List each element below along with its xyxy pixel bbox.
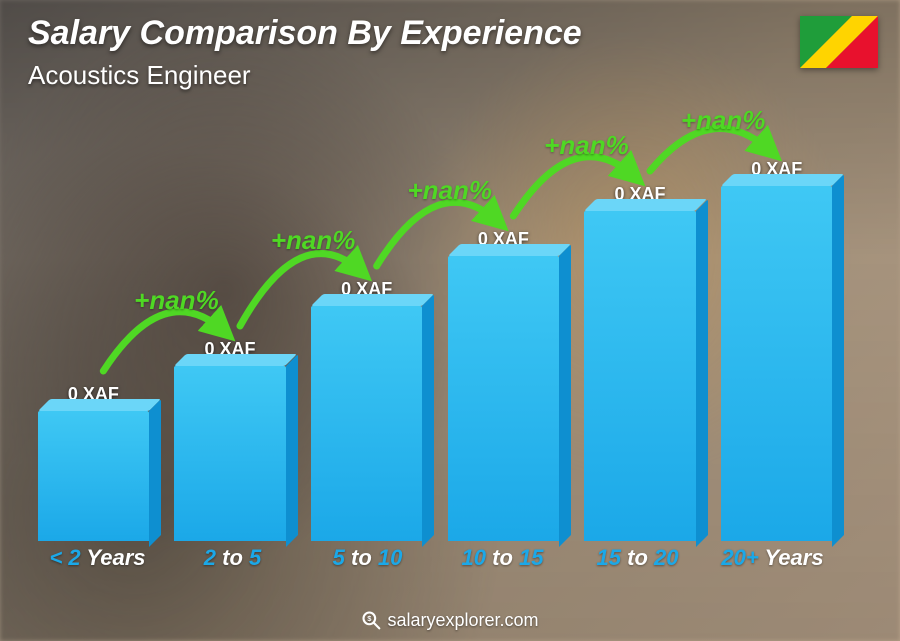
bar-slot: 0 XAF — [577, 110, 704, 541]
bar-top-face — [174, 354, 297, 366]
magnifier-icon: $ — [361, 610, 381, 630]
delta-label: +nan% — [544, 130, 629, 161]
bar — [584, 211, 695, 541]
category-label: 2 to 5 — [165, 545, 300, 571]
bar — [38, 411, 149, 541]
category-accent-text: 15 — [597, 545, 621, 570]
category-plain-text: to — [345, 545, 378, 570]
bar-top-face — [584, 199, 707, 211]
footer-attribution: $ salaryexplorer.com — [0, 610, 900, 631]
delta-label: +nan% — [271, 225, 356, 256]
bar-slot: 0 XAF — [30, 110, 157, 541]
category-plain-text: to — [486, 545, 519, 570]
category-accent-text: 10 — [378, 545, 402, 570]
bar-front-face — [584, 211, 695, 541]
bar-front-face — [174, 366, 285, 541]
category-label: 20+ Years — [705, 545, 840, 571]
bar-side-face — [286, 354, 298, 547]
category-label: 5 to 10 — [300, 545, 435, 571]
category-plain-text: to — [216, 545, 249, 570]
category-accent-text: 20+ — [721, 545, 758, 570]
bar-top-face — [38, 399, 161, 411]
delta-label: +nan% — [408, 175, 493, 206]
bar-side-face — [149, 399, 161, 547]
bar — [311, 306, 422, 541]
bar-slot: 0 XAF — [167, 110, 294, 541]
bar-front-face — [311, 306, 422, 541]
category-accent-text: 5 — [333, 545, 345, 570]
bar-slot: 0 XAF — [713, 110, 840, 541]
category-accent-text: < 2 — [49, 545, 80, 570]
category-accent-text: 10 — [462, 545, 486, 570]
category-accent-text: 5 — [249, 545, 261, 570]
category-plain-text: Years — [759, 545, 824, 570]
category-accent-text: 2 — [204, 545, 216, 570]
chart-subtitle: Acoustics Engineer — [28, 60, 251, 91]
footer-text: salaryexplorer.com — [387, 610, 538, 630]
bar — [448, 256, 559, 541]
infographic-canvas: Salary Comparison By Experience Acoustic… — [0, 0, 900, 641]
bar-side-face — [696, 199, 708, 547]
category-label: < 2 Years — [30, 545, 165, 571]
bar-front-face — [721, 186, 832, 541]
category-labels-row: < 2 Years2 to 55 to 1010 to 1515 to 2020… — [30, 545, 840, 571]
category-accent-text: 20 — [654, 545, 678, 570]
delta-label: +nan% — [134, 285, 219, 316]
delta-label: +nan% — [681, 105, 766, 136]
bar-front-face — [38, 411, 149, 541]
bar-top-face — [721, 174, 844, 186]
category-label: 10 to 15 — [435, 545, 570, 571]
category-label: 15 to 20 — [570, 545, 705, 571]
bar-side-face — [422, 294, 434, 547]
chart-title: Salary Comparison By Experience — [28, 14, 582, 53]
bar-front-face — [448, 256, 559, 541]
category-plain-text: Years — [81, 545, 146, 570]
bar-top-face — [311, 294, 434, 306]
bar — [721, 186, 832, 541]
bar-side-face — [559, 244, 571, 547]
category-accent-text: 15 — [519, 545, 543, 570]
category-plain-text: to — [621, 545, 654, 570]
svg-text:$: $ — [368, 614, 373, 623]
bar-side-face — [832, 174, 844, 547]
country-flag-icon — [800, 16, 878, 68]
bar — [174, 366, 285, 541]
bar-top-face — [448, 244, 571, 256]
bar-chart: 0 XAF0 XAF0 XAF0 XAF0 XAF0 XAF < 2 Years… — [30, 110, 840, 571]
